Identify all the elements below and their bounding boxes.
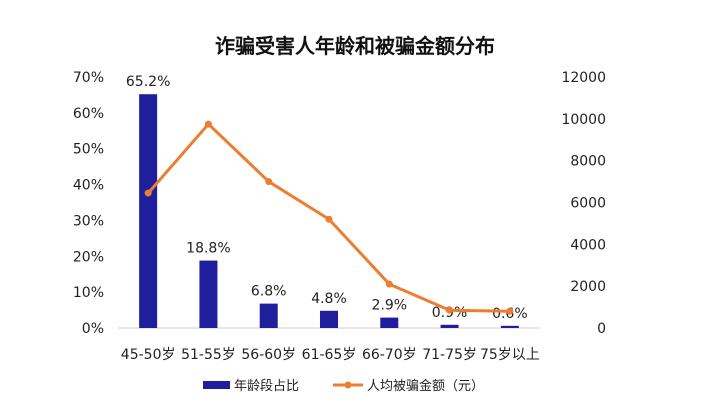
x-tick-label: 45-50岁 (121, 347, 176, 363)
bar (500, 325, 519, 328)
line-point (144, 189, 152, 197)
y-left-tick-label: 10% (73, 285, 104, 301)
bar-data-label: 4.8% (311, 291, 347, 307)
bars-group: 65.2%18.8%6.8%4.8%2.9%0.9%0.6% (126, 74, 528, 328)
line-point (204, 120, 212, 128)
bar-data-label: 65.2% (126, 74, 170, 90)
legend-bar-swatch (203, 381, 230, 389)
y-left-tick-label: 50% (73, 142, 104, 158)
x-tick-label: 71-75岁 (422, 347, 477, 363)
bar-data-label: 6.8% (251, 284, 287, 300)
y-right-tick-label: 0 (597, 321, 606, 337)
bar (199, 260, 218, 328)
bar (440, 324, 459, 328)
y-left-tick-label: 30% (73, 213, 104, 229)
line-point (446, 306, 454, 314)
y-right-tick-label: 10000 (561, 112, 606, 128)
line-group (144, 120, 514, 315)
y-left-tick-label: 70% (73, 70, 104, 86)
bar (259, 303, 278, 328)
bar (139, 94, 158, 328)
y-right-tick-label: 2000 (570, 279, 606, 295)
x-tick-label: 51-55岁 (181, 347, 236, 363)
line-point (325, 215, 333, 223)
y-right-tick-label: 12000 (561, 70, 606, 86)
y-left-tick-label: 20% (73, 249, 104, 265)
y-right-tick-label: 6000 (570, 196, 606, 212)
bar (320, 310, 338, 328)
x-tick-label: 75岁以上 (480, 347, 540, 363)
bar-data-label: 2.9% (371, 298, 407, 314)
line-point (385, 280, 393, 288)
line-point (265, 178, 273, 186)
y-left-tick-label: 60% (73, 106, 104, 122)
line-point (506, 307, 514, 315)
y-left-tick-label: 0% (82, 321, 104, 337)
y-left-tick-label: 40% (73, 178, 104, 194)
bar (380, 317, 399, 328)
axes-group: 0% 10% 20% 30% 40% 50% 60% 70% 0 2000 4000 6000 8000… (73, 70, 606, 363)
bar-data-label: 18.8% (186, 241, 230, 257)
legend-line-marker (344, 381, 352, 389)
y-right-tick-label: 8000 (570, 154, 606, 170)
legend: 年龄段占比 人均被骗金额（元） (203, 378, 484, 394)
chart-title: 诈骗受害人年龄和被骗金额分布 (215, 34, 495, 58)
x-tick-label: 66-70岁 (362, 347, 417, 363)
x-tick-label: 61-65岁 (302, 347, 357, 363)
legend-bar-label: 年龄段占比 (234, 379, 299, 394)
y-right-tick-label: 4000 (570, 237, 606, 253)
x-tick-label: 56-60岁 (241, 347, 296, 363)
legend-line-label: 人均被骗金额（元） (367, 378, 484, 394)
